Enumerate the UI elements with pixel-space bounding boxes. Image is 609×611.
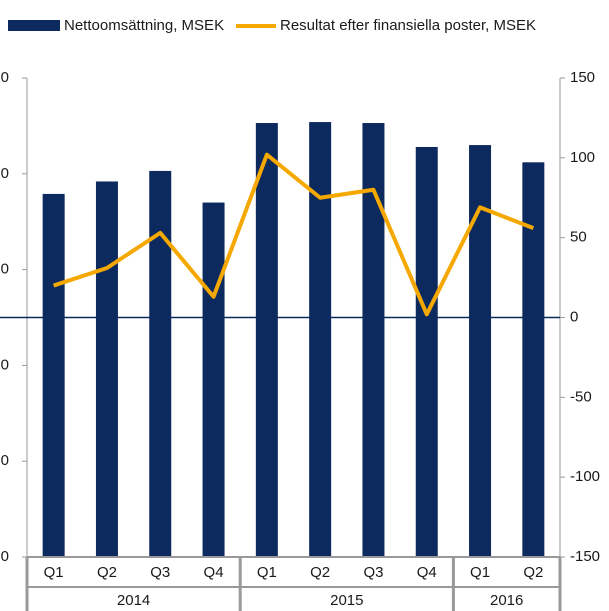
bar bbox=[202, 202, 225, 558]
x-tick-label: Q3 bbox=[150, 564, 170, 581]
y-tick-label: 500 bbox=[0, 69, 9, 86]
x-tick-label: Q3 bbox=[363, 564, 383, 581]
bar bbox=[522, 162, 545, 557]
x-tick-label: Q1 bbox=[44, 564, 64, 581]
bar bbox=[95, 181, 118, 558]
legend-label: Nettoomsättning, MSEK bbox=[64, 17, 224, 34]
x-tick-label: Q4 bbox=[204, 564, 224, 581]
y2-tick-label: 0 bbox=[570, 308, 578, 325]
x-tick-label: Q2 bbox=[310, 564, 330, 581]
group-label: 2016 bbox=[490, 592, 523, 609]
legend-label: Resultat efter finansiella poster, MSEK bbox=[280, 17, 536, 34]
y-tick-label: 300 bbox=[0, 261, 9, 278]
bar bbox=[362, 123, 385, 557]
y2-tick-label: 150 bbox=[570, 69, 595, 86]
group-label: 2015 bbox=[330, 592, 363, 609]
y2-tick-label: -50 bbox=[570, 388, 592, 405]
y-tick-label: 400 bbox=[0, 165, 9, 182]
y2-tick-label: -150 bbox=[570, 548, 600, 565]
x-tick-label: Q4 bbox=[417, 564, 437, 581]
y-tick-label: 0 bbox=[1, 548, 9, 565]
bar bbox=[255, 123, 278, 557]
x-tick-label: Q1 bbox=[470, 564, 490, 581]
y2-tick-label: 100 bbox=[570, 149, 595, 166]
bar bbox=[149, 170, 172, 557]
bar bbox=[469, 145, 492, 557]
y-tick-label: 200 bbox=[0, 356, 9, 373]
bar bbox=[415, 146, 438, 557]
group-label: 2014 bbox=[117, 592, 150, 609]
x-tick-label: Q2 bbox=[97, 564, 117, 581]
x-tick-label: Q1 bbox=[257, 564, 277, 581]
bar bbox=[309, 122, 332, 558]
y2-tick-label: 50 bbox=[570, 229, 587, 246]
x-tick-label: Q2 bbox=[523, 564, 543, 581]
y2-tick-label: -100 bbox=[570, 468, 600, 485]
legend-swatch bbox=[8, 20, 60, 31]
line-series bbox=[53, 152, 535, 317]
y-tick-label: 100 bbox=[0, 452, 9, 469]
bar bbox=[42, 193, 65, 557]
